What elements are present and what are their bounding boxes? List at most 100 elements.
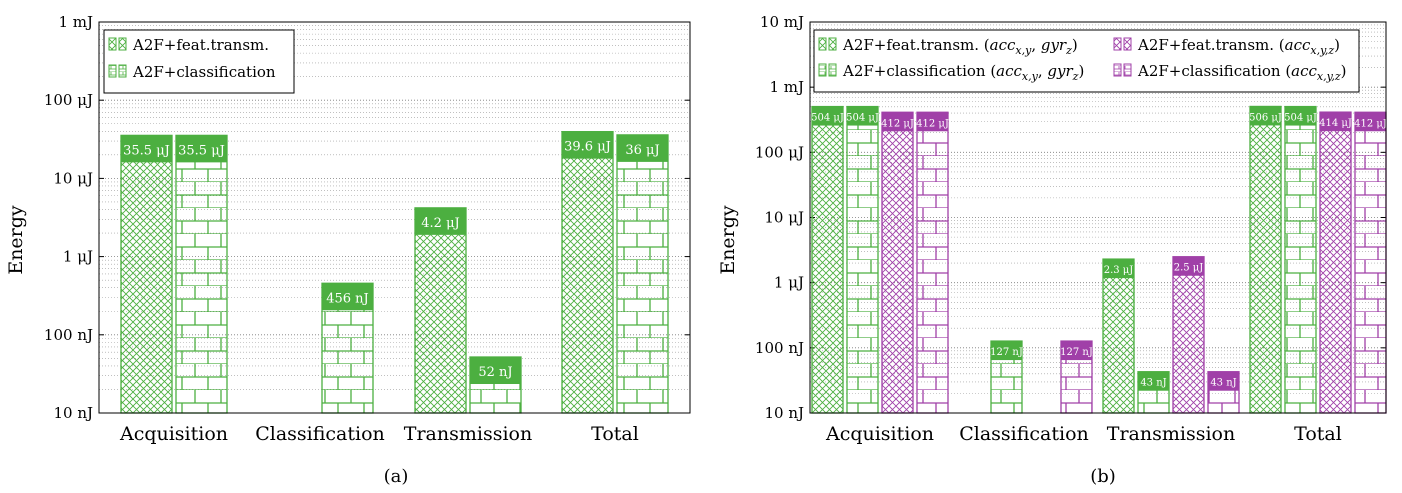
bar xyxy=(1354,111,1387,414)
bar-value-label: 504 μJ xyxy=(811,113,844,124)
bar-value-label: 4.2 μJ xyxy=(421,216,459,231)
bar-value-label: 2.5 μJ xyxy=(1174,263,1204,274)
bar xyxy=(175,134,228,414)
bar-value-label: 504 μJ xyxy=(846,113,879,124)
bar xyxy=(1249,105,1282,414)
panel-label-b: (b) xyxy=(1090,466,1116,487)
y-tick-label: 100 μJ xyxy=(44,91,93,109)
bar-value-label-bg xyxy=(812,106,843,126)
legend-entry: A2F+classification (accx,y, gyrz) xyxy=(842,62,1084,83)
category-label: Transmission xyxy=(1107,423,1235,445)
bar-value-label: 36 μJ xyxy=(625,143,659,158)
category-label: Classification xyxy=(959,423,1089,445)
bar-value-label-bg xyxy=(617,134,668,162)
bar-value-label: 39.6 μJ xyxy=(564,140,611,155)
y-tick-label: 1 μJ xyxy=(774,274,804,292)
bar-value-label: 504 μJ xyxy=(1284,113,1317,124)
bar-value-label-bg xyxy=(1285,106,1316,126)
y-tick-label: 10 mJ xyxy=(760,13,804,31)
legend-swatch xyxy=(1113,37,1122,51)
y-tick-label: 100 nJ xyxy=(755,339,804,357)
y-axis-label-a: Energy xyxy=(5,205,27,275)
category-label: Transmission xyxy=(404,423,532,445)
chart-b: 10 mJ 1 mJ 100 μJ 10 μJ 1 μJ 100 nJ 10 nJ 504 μ… xyxy=(755,13,1387,445)
legend-entry: A2F+classification xyxy=(132,63,276,81)
category-label: Classification xyxy=(255,423,385,445)
legend-box xyxy=(103,29,295,94)
bar-value-label: 412 μJ xyxy=(881,118,914,129)
bar-value-label: 43 nJ xyxy=(1210,378,1236,389)
legend-swatch xyxy=(818,63,827,77)
bar-value-label: 43 nJ xyxy=(1140,378,1166,389)
bar-value-label: 127 nJ xyxy=(1060,347,1093,358)
category-label: Acquisition xyxy=(119,423,228,445)
bar xyxy=(120,134,173,414)
bar-value-label: 414 μJ xyxy=(1319,118,1352,129)
bar-value-label-bg xyxy=(1250,106,1281,126)
y-tick-label: 10 μJ xyxy=(764,209,804,227)
bar-value-label-bg xyxy=(1138,371,1169,391)
bar-value-label: 35.5 μJ xyxy=(178,143,225,158)
legend-swatch xyxy=(1123,37,1132,51)
bar-value-label-bg xyxy=(176,135,227,163)
y-tick-label: 1 mJ xyxy=(769,78,804,96)
legend-swatch xyxy=(108,64,117,78)
bar-value-label: 506 μJ xyxy=(1249,112,1282,123)
bar-value-label-bg xyxy=(1355,112,1386,132)
plot-frame xyxy=(98,21,691,414)
bar xyxy=(916,111,949,414)
legend-swatch xyxy=(118,37,127,51)
legend-entry: A2F+feat.transm. (accx,y, gyrz) xyxy=(842,36,1078,57)
chart-a: 1 mJ 100 μJ 10 μJ 1 μJ 100 nJ 10 nJ 35.5 μJ 35.… xyxy=(44,13,691,445)
legend-entry: A2F+feat.transm. (accx,y,z) xyxy=(1137,36,1340,57)
y-axis-label-b: Energy xyxy=(717,205,739,275)
y-tick-label: 100 μJ xyxy=(755,143,804,161)
legend-swatch xyxy=(818,37,827,51)
y-tick-label: 1 μJ xyxy=(63,248,93,266)
bar-value-label-bg xyxy=(882,112,913,132)
bar xyxy=(1102,258,1135,414)
category-label: Total xyxy=(1294,423,1342,445)
bar-value-label-bg xyxy=(470,357,521,385)
bar xyxy=(881,111,914,414)
bar-value-label: 456 nJ xyxy=(326,291,369,306)
category-label: Total xyxy=(591,423,639,445)
panel-label-a: (a) xyxy=(384,466,409,487)
plot-frame xyxy=(809,21,1387,414)
bar xyxy=(811,105,844,414)
y-tick-label: 100 nJ xyxy=(44,326,93,344)
y-tick-label: 10 μJ xyxy=(53,169,93,187)
bar-value-label-bg xyxy=(1208,371,1239,391)
bar-value-label-bg xyxy=(1103,259,1134,279)
bar xyxy=(1172,256,1205,414)
legend-swatch xyxy=(108,37,117,51)
bar-value-label-bg xyxy=(1061,341,1092,361)
bar-value-label: 35.5 μJ xyxy=(123,143,170,158)
legend-swatch xyxy=(1123,63,1132,77)
y-tick-label: 10 nJ xyxy=(53,404,93,422)
bar-value-label-bg xyxy=(121,135,172,163)
bar-value-label-bg xyxy=(847,106,878,126)
legend-entry: A2F+classification (accx,y,z) xyxy=(1137,62,1347,83)
bar-value-label: 412 μJ xyxy=(916,118,949,129)
legend-box xyxy=(813,29,1360,93)
bar-value-label: 127 nJ xyxy=(990,347,1023,358)
bar-value-label: 52 nJ xyxy=(478,365,512,380)
bar-value-label-bg xyxy=(917,112,948,132)
bar-value-label-bg xyxy=(415,207,466,235)
bar xyxy=(1319,111,1352,414)
category-label: Acquisition xyxy=(825,423,934,445)
bar-value-label: 2.3 μJ xyxy=(1104,265,1134,276)
y-tick-label: 10 nJ xyxy=(764,404,804,422)
legend-entry: A2F+feat.transm. xyxy=(132,36,269,54)
bar xyxy=(1284,105,1317,414)
legend-swatch xyxy=(1113,63,1122,77)
bar-value-label-bg xyxy=(991,341,1022,361)
y-tick-label: 1 mJ xyxy=(58,13,93,31)
bar xyxy=(414,207,467,414)
bar-value-label-bg xyxy=(1320,112,1351,132)
bar-value-label: 412 μJ xyxy=(1354,118,1387,129)
legend-swatch xyxy=(118,64,127,78)
bar-value-label-bg xyxy=(1173,256,1204,276)
